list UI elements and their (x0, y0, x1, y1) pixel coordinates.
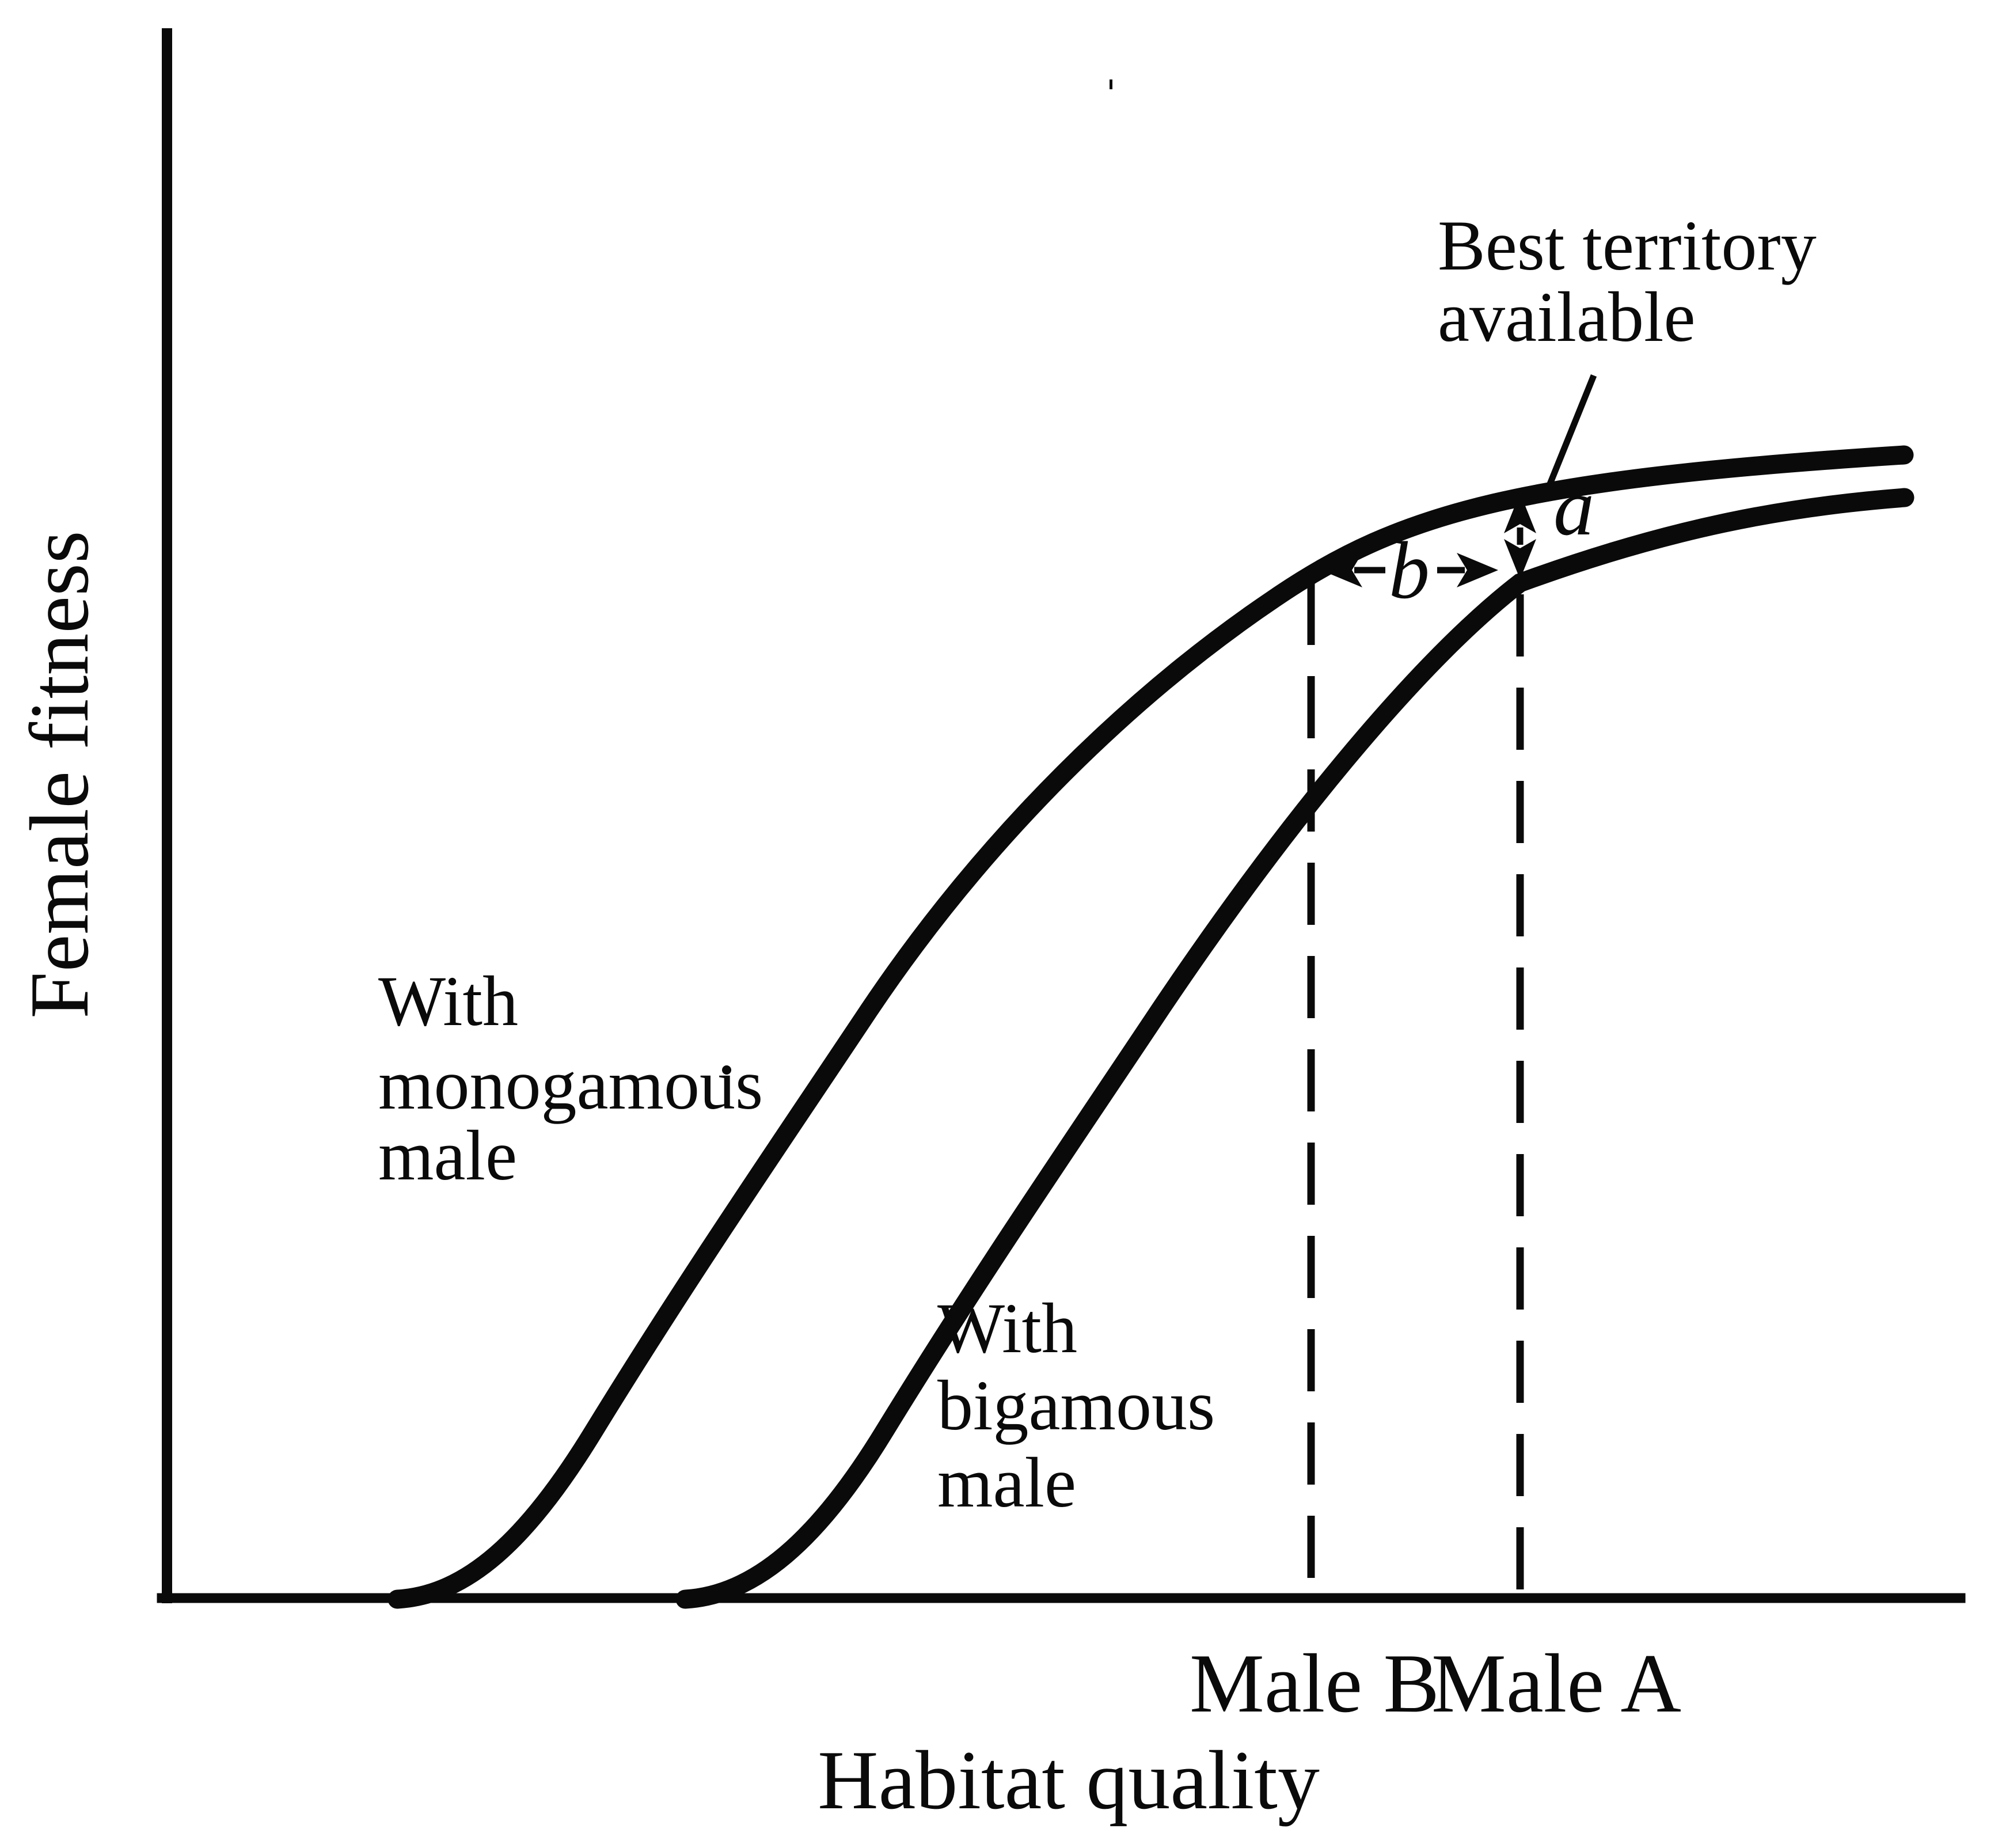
scan-artifact-tittle (722, 1065, 731, 1075)
a-label: a (1553, 461, 1594, 552)
male-a-label: Male A (1431, 1637, 1681, 1730)
x-marker-labels: Male B Male A (1190, 1637, 1681, 1730)
a-arrow-up-head (1504, 493, 1536, 533)
monogamous-curve (388, 445, 1914, 1609)
dashed-guides (1307, 583, 1524, 1598)
male-b-label: Male B (1190, 1637, 1439, 1730)
monogamous-curve-label: With monogamous male (378, 962, 763, 1195)
best-territory-leader-line (1545, 374, 1597, 488)
monogamous-label-line1: With (378, 962, 518, 1041)
bigamous-curve-label: With bigamous male (937, 1289, 1215, 1522)
b-right-arrow-head (1457, 553, 1498, 587)
annotation-b-arrows: b (1321, 525, 1498, 616)
bigamous-label-line1: With (937, 1289, 1077, 1368)
b-label: b (1389, 525, 1430, 616)
curves (388, 445, 1914, 1609)
scan-artifacts (722, 79, 1112, 1075)
best-territory-callout: Best territory available (1438, 206, 1817, 488)
scan-artifact-dot (1110, 79, 1112, 89)
monogamous-label-line2: monogamous (378, 1045, 763, 1124)
annotation-a-arrow: a (1504, 461, 1594, 579)
bigamous-curve (675, 488, 1914, 1609)
monogamous-label-line3: male (378, 1116, 517, 1195)
b-left-arrow-head (1321, 553, 1362, 587)
bigamous-label-line3: male (937, 1443, 1076, 1522)
a-arrow-down-head (1504, 539, 1536, 579)
x-axis-label: Habitat quality (818, 1733, 1320, 1827)
best-territory-line2: available (1438, 278, 1696, 356)
bigamous-label-line2: bigamous (937, 1366, 1215, 1445)
axes (157, 28, 1966, 1603)
best-territory-line1: Best territory (1438, 206, 1817, 285)
y-axis-label: Female fitness (13, 530, 106, 1018)
